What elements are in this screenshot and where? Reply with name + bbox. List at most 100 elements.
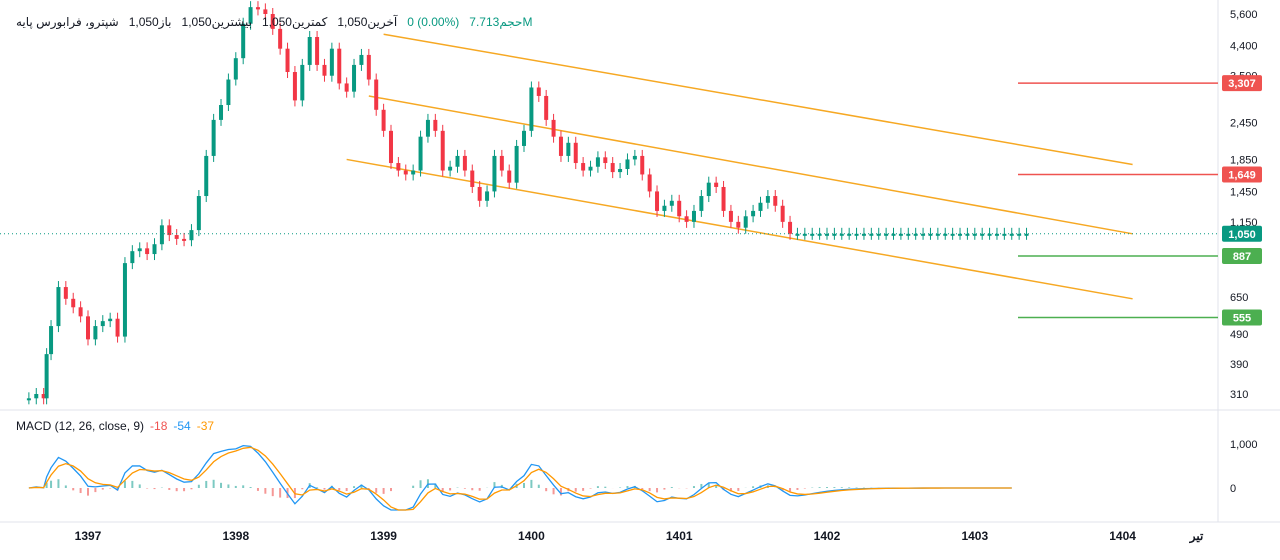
candle-body bbox=[189, 230, 194, 241]
candle-body bbox=[898, 233, 903, 236]
candle-body bbox=[1009, 233, 1014, 236]
candle-body bbox=[522, 130, 527, 146]
candle-body bbox=[403, 170, 408, 175]
candle-body bbox=[108, 318, 113, 322]
candle-body bbox=[935, 233, 940, 236]
candle-body bbox=[839, 233, 844, 236]
candle-body bbox=[470, 170, 475, 187]
candle-body bbox=[122, 263, 127, 337]
candle-body bbox=[226, 79, 231, 106]
candle-body bbox=[196, 196, 201, 231]
symbol-title[interactable]: شپترو، فرابورس پایه bbox=[16, 15, 119, 29]
x-tick-label: 1403 bbox=[961, 529, 988, 543]
candle-body bbox=[100, 321, 105, 327]
candle-body bbox=[721, 186, 726, 211]
level-badge-label: 3,307 bbox=[1228, 78, 1256, 90]
candle-body bbox=[795, 233, 800, 236]
level-badge-label: 555 bbox=[1233, 313, 1251, 325]
candle-body bbox=[906, 233, 911, 236]
level-badge bbox=[1222, 225, 1262, 242]
candle-body bbox=[987, 233, 992, 236]
channel-line-lower bbox=[346, 158, 1133, 300]
candle-body bbox=[699, 196, 704, 211]
level-badge-label: 1,649 bbox=[1228, 170, 1256, 182]
symbol-header: شپترو، فرابورس پایه باز1,050 بیشترین1,05… bbox=[16, 15, 532, 29]
macd-signal-value: -37 bbox=[196, 419, 215, 433]
x-tick-label: 1400 bbox=[518, 529, 545, 543]
candle-body bbox=[263, 9, 268, 14]
candle-body bbox=[788, 221, 793, 234]
candle-body bbox=[44, 354, 49, 399]
y-tick-label: 2,450 bbox=[1230, 118, 1258, 130]
candle-body bbox=[928, 233, 933, 236]
candle-body bbox=[71, 298, 76, 308]
candle-body bbox=[315, 37, 320, 65]
y-tick-label: 390 bbox=[1230, 359, 1248, 371]
candle-body bbox=[825, 233, 829, 236]
close-value: آخرین1,050 bbox=[337, 15, 398, 29]
macd-legend[interactable]: MACD (12, 26, close, 9) -18 -54 -37 bbox=[16, 419, 214, 433]
open-value: باز1,050 bbox=[128, 15, 172, 29]
candle-body bbox=[492, 155, 497, 192]
candle-body bbox=[425, 119, 430, 137]
candle-body bbox=[655, 191, 660, 211]
candle-body bbox=[958, 233, 963, 236]
level-badge bbox=[1222, 247, 1262, 264]
candle-body bbox=[63, 287, 68, 299]
candle-body bbox=[455, 155, 460, 167]
level-badge-label: 887 bbox=[1233, 251, 1251, 263]
candle-body bbox=[307, 37, 312, 65]
x-tick-label: 1398 bbox=[222, 529, 249, 543]
candle-body bbox=[115, 318, 120, 337]
macd-label: MACD (12, 26, close, 9) bbox=[16, 419, 145, 433]
candle-body bbox=[278, 28, 283, 49]
candle-body bbox=[566, 142, 571, 156]
x-tick-label: 1399 bbox=[370, 529, 397, 543]
candle-body bbox=[529, 87, 534, 131]
low-value: کمترین1,050 bbox=[261, 15, 328, 29]
candle-body bbox=[396, 163, 401, 171]
candle-body bbox=[832, 233, 837, 236]
y-tick-label: 490 bbox=[1230, 329, 1248, 341]
candle-body bbox=[921, 233, 926, 236]
candle-body bbox=[876, 233, 881, 236]
candle-body bbox=[418, 136, 423, 171]
candle-body bbox=[691, 210, 696, 222]
y-tick-label: 1,850 bbox=[1230, 154, 1258, 166]
candle-body bbox=[152, 244, 157, 255]
macd-line bbox=[28, 444, 1012, 511]
candle-body bbox=[884, 233, 889, 236]
candle-body bbox=[329, 48, 334, 76]
candle-body bbox=[49, 326, 54, 355]
candle-body bbox=[1024, 233, 1029, 236]
candle-body bbox=[167, 225, 172, 236]
candle-body bbox=[56, 287, 61, 327]
candle-body bbox=[640, 155, 645, 175]
candle-body bbox=[625, 159, 630, 170]
candle-body bbox=[248, 7, 253, 24]
candle-body bbox=[861, 233, 866, 236]
candle-body bbox=[292, 72, 297, 101]
candle-body bbox=[499, 155, 504, 171]
candle-body bbox=[130, 251, 135, 264]
candle-body bbox=[145, 248, 150, 255]
candle-body bbox=[573, 142, 578, 164]
candle-body bbox=[817, 233, 822, 236]
candle-body bbox=[632, 155, 637, 160]
candle-body bbox=[714, 182, 719, 187]
candle-body bbox=[743, 216, 748, 228]
candle-body bbox=[603, 157, 608, 164]
candle-body bbox=[93, 326, 98, 340]
candle-body bbox=[485, 191, 490, 201]
macd-tick-label: 1,000 bbox=[1230, 439, 1258, 451]
candle-body bbox=[359, 54, 364, 65]
candle-body bbox=[773, 196, 778, 206]
candle-body bbox=[891, 233, 896, 236]
macd-tick-label: 0 bbox=[1230, 483, 1236, 495]
candle-body bbox=[595, 157, 600, 167]
candle-body bbox=[847, 233, 852, 236]
level-badge bbox=[1222, 166, 1262, 183]
level-badge bbox=[1222, 309, 1262, 326]
x-tick-label: 1397 bbox=[75, 529, 102, 543]
